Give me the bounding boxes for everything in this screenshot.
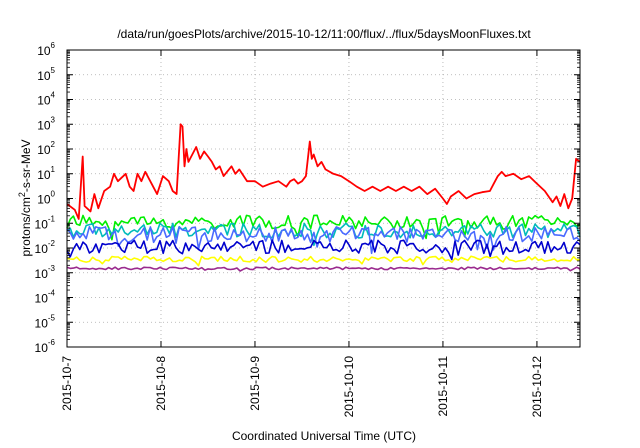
y-tick-label: 10-6 [35, 338, 56, 355]
y-tick-label: 104 [37, 91, 55, 108]
series-line-5 [66, 255, 581, 267]
x-tick-label: 2015-10-12 [530, 356, 544, 418]
y-tick-label: 103 [37, 115, 55, 132]
y-tick-label: 10-3 [35, 264, 56, 281]
series-line-1 [66, 214, 581, 241]
series-layer [66, 123, 581, 272]
grid-lines [66, 50, 580, 347]
y-tick-label: 100 [37, 190, 55, 207]
y-tick-label: 10-5 [35, 313, 56, 330]
series-line-2 [66, 222, 581, 247]
series-line-4 [66, 239, 581, 261]
x-tick-label: 2015-10-8 [154, 356, 168, 411]
y-tick-label: 10-4 [35, 289, 56, 306]
x-tick-label: 2015-10-11 [436, 356, 450, 417]
x-tick-label: 2015-10-9 [248, 356, 262, 411]
x-tick-label: 2015-10-10 [342, 356, 356, 418]
y-tick-label: 106 [37, 41, 55, 58]
y-tick-label: 10-1 [35, 214, 56, 231]
y-axis-title: protons/cm2-s-sr-MeV [17, 139, 33, 256]
chart-title: /data/run/goesPlots/archive/2015-10-12/1… [117, 27, 531, 41]
x-tick-label: 2015-10-7 [60, 356, 74, 411]
y-tick-label: 102 [37, 140, 55, 157]
series-line-0 [66, 123, 581, 220]
axis-layer: 10-6 10-5 10-4 10-3 10-2 10-1 100 101 102 103 104 1… [35, 41, 580, 417]
y-tick-label: 101 [37, 165, 55, 182]
y-tick-label: 10-2 [35, 239, 56, 256]
x-axis-title: Coordinated Universal Time (UTC) [232, 429, 416, 443]
series-line-6 [66, 266, 581, 272]
y-tick-label: 105 [37, 66, 55, 83]
